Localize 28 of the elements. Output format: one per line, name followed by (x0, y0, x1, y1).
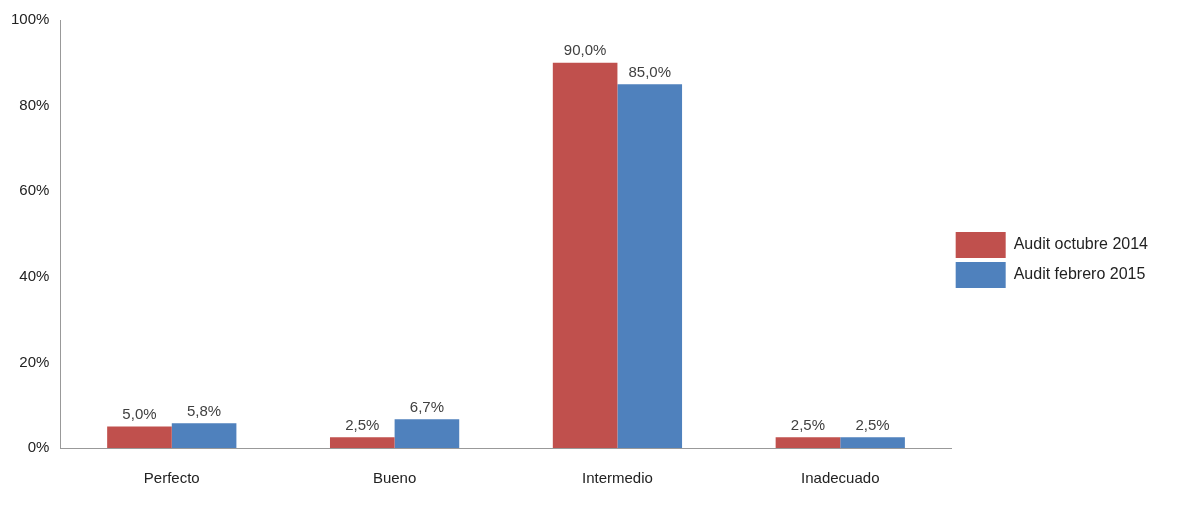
y-tick-label: 60% (19, 181, 50, 199)
data-label: 85,0% (628, 62, 672, 80)
x-tick-label: Bueno (372, 469, 417, 487)
bar (329, 437, 395, 448)
bar (552, 62, 618, 448)
x-tick-label: Inadecuado (801, 469, 880, 487)
y-tick-label: 100% (10, 10, 50, 28)
bar (394, 419, 460, 448)
y-tick-label: 40% (19, 266, 50, 284)
bar (617, 84, 683, 448)
data-label: 2,5% (345, 415, 380, 433)
x-tick-label: Perfecto (143, 469, 200, 487)
data-label: 6,7% (409, 397, 445, 415)
legend-label: Audit febrero 2015 (1013, 265, 1146, 283)
bar (775, 437, 841, 448)
y-tick-label: 80% (19, 95, 50, 113)
data-label: 5,0% (122, 405, 157, 423)
legend-label: Audit octubre 2014 (1013, 235, 1149, 253)
y-tick-label: 20% (19, 352, 50, 370)
bar (107, 426, 172, 448)
data-label: 2,5% (790, 415, 826, 433)
bar (840, 437, 905, 448)
data-label: 5,8% (186, 401, 222, 419)
y-tick-label: 0% (27, 438, 50, 456)
data-label: 2,5% (855, 415, 890, 433)
bar (171, 423, 237, 448)
x-tick-label: Intermedio (582, 469, 653, 487)
data-label: 90,0% (563, 41, 607, 59)
